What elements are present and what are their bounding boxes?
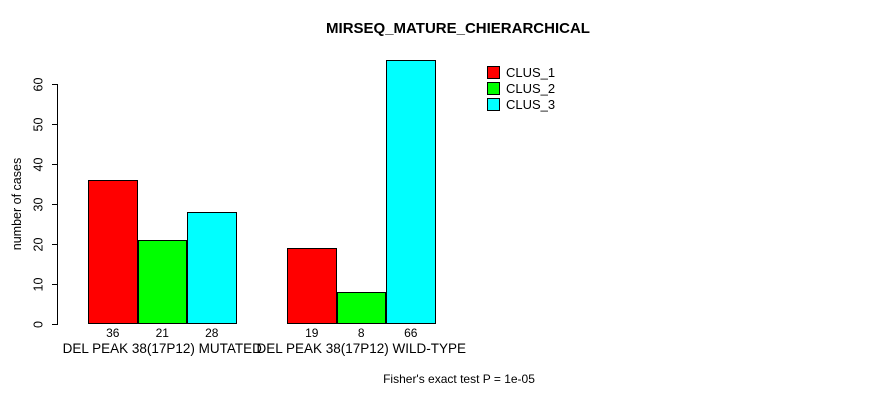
bar-clus-3-del-peak-38-17p12-wild-type: [386, 60, 436, 324]
legend-label-clus-2: CLUS_2: [506, 80, 556, 96]
footer-annotation: Fisher's exact test P = 1e-05: [383, 372, 535, 386]
bar-value-clus-1-del-peak-38-17p12-wild-type: 19: [305, 326, 319, 340]
y-tick-mark-0: [52, 323, 58, 325]
bar-value-clus-2-del-peak-38-17p12-mutated: 21: [155, 326, 169, 340]
y-tick-label-10: 10: [31, 277, 46, 291]
bar-value-clus-3-del-peak-38-17p12-wild-type: 66: [404, 326, 418, 340]
y-tick-label-20: 20: [31, 237, 46, 251]
y-tick-label-40: 40: [31, 157, 46, 171]
legend-item-clus-1: CLUS_1: [487, 64, 555, 80]
legend-swatch-clus-3: [487, 98, 500, 112]
legend-item-clus-2: CLUS_2: [487, 80, 555, 96]
y-tick-mark-50: [52, 123, 58, 125]
chart-title: MIRSEQ_MATURE_CHIERARCHICAL: [326, 20, 590, 37]
bar-value-clus-3-del-peak-38-17p12-mutated: 28: [205, 326, 219, 340]
y-tick-mark-60: [52, 83, 58, 85]
y-tick-mark-10: [52, 283, 58, 285]
bar-clus-2-del-peak-38-17p12-mutated: [137, 240, 187, 324]
bar-clus-1-del-peak-38-17p12-wild-type: [287, 248, 337, 324]
y-tick-label-30: 30: [31, 197, 46, 211]
bar-clus-1-del-peak-38-17p12-mutated: [88, 180, 138, 324]
y-tick-mark-40: [52, 163, 58, 165]
y-axis-title: number of cases: [10, 157, 24, 251]
bar-clus-2-del-peak-38-17p12-wild-type: [336, 292, 386, 324]
y-tick-mark-20: [52, 243, 58, 245]
legend-swatch-clus-2: [487, 81, 500, 95]
legend: CLUS_1 CLUS_2 CLUS_3: [487, 64, 555, 113]
bar-clus-3-del-peak-38-17p12-mutated: [187, 212, 237, 324]
legend-item-clus-3: CLUS_3: [487, 97, 555, 113]
legend-swatch-clus-1: [487, 65, 500, 79]
y-axis-line: [57, 84, 58, 325]
x-category-label-del-peak-38-17p12-wild-type: DEL PEAK 38(17P12) WILD-TYPE: [256, 341, 467, 356]
legend-label-clus-3: CLUS_3: [506, 97, 556, 113]
y-tick-label-50: 50: [31, 117, 46, 131]
y-tick-label-60: 60: [31, 77, 46, 91]
bar-value-clus-2-del-peak-38-17p12-wild-type: 8: [357, 326, 365, 340]
y-tick-mark-30: [52, 203, 58, 205]
x-category-label-del-peak-38-17p12-mutated: DEL PEAK 38(17P12) MUTATED: [62, 341, 262, 356]
legend-label-clus-1: CLUS_1: [506, 64, 556, 80]
bar-value-clus-1-del-peak-38-17p12-mutated: 36: [106, 326, 120, 340]
y-tick-label-0: 0: [31, 320, 46, 328]
